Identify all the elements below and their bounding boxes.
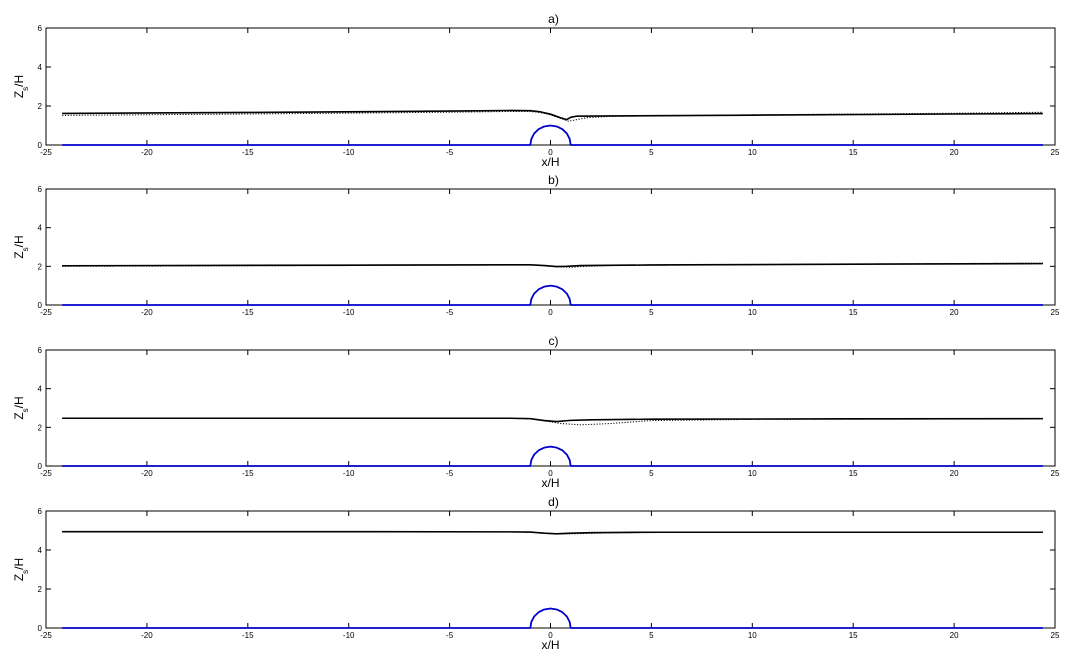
series-line (62, 262, 1043, 268)
x-tick-label: 25 (1051, 469, 1060, 478)
x-tick-label: -5 (446, 469, 454, 478)
x-tick-label: 5 (649, 308, 654, 317)
panel-d: -25 -20 -15 -10 -5 0 5 10 15 20 25 0 2 4 6 d) x/H Zs/H (12, 495, 1060, 652)
series-line (62, 262, 1043, 268)
x-tick-label: 20 (950, 631, 959, 640)
x-tick-label: 10 (748, 308, 757, 317)
x-tick-label: -10 (343, 469, 355, 478)
axes-box (45, 188, 1056, 306)
x-tick-label: -20 (141, 469, 153, 478)
series-line (62, 417, 1043, 423)
series-line (62, 530, 1043, 535)
y-tick-label: 4 (38, 385, 43, 394)
x-tick-label: 15 (849, 148, 858, 157)
x-tick-label: -20 (141, 631, 153, 640)
panel-title: c) (549, 334, 559, 348)
x-tick-label: 0 (548, 148, 553, 157)
axes-box (45, 349, 1056, 467)
y-axis-label: Zs/H (12, 396, 30, 419)
x-tick-label: 15 (849, 631, 858, 640)
y-tick-label: 6 (38, 185, 43, 194)
y-tick-label: 6 (38, 507, 43, 516)
y-tick-label: 2 (38, 423, 43, 432)
x-tick-label: 0 (548, 308, 553, 317)
y-tick-label: 4 (38, 546, 43, 555)
series-line (62, 110, 1043, 122)
x-tick-label: 25 (1051, 631, 1060, 640)
x-tick-label: 5 (649, 631, 654, 640)
x-tick-label: -25 (40, 469, 52, 478)
x-tick-label: 20 (950, 148, 959, 157)
series-line (62, 531, 1043, 535)
series-line (62, 417, 1043, 426)
x-tick-label: -15 (242, 148, 254, 157)
x-tick-label: -25 (40, 308, 52, 317)
x-axis-label: x/H (542, 155, 560, 169)
x-tick-label: 15 (849, 469, 858, 478)
x-tick-label: -5 (446, 148, 454, 157)
y-axis-label: Zs/H (12, 75, 30, 98)
x-tick-label: -20 (141, 308, 153, 317)
y-tick-label: 0 (38, 301, 43, 310)
panel-c: -25 -20 -15 -10 -5 0 5 10 15 20 25 0 2 4 6 c) x/H Zs/H (12, 334, 1060, 490)
y-tick-label: 4 (38, 63, 43, 72)
x-tick-label: 0 (548, 631, 553, 640)
y-tick-label: 6 (38, 346, 43, 355)
x-tick-label: 0 (548, 469, 553, 478)
x-tick-label: -15 (242, 469, 254, 478)
x-tick-label: -20 (141, 148, 153, 157)
x-tick-label: 5 (649, 148, 654, 157)
series-line (62, 445, 1043, 467)
panel-a: -25 -20 -15 -10 -5 0 5 10 15 20 25 0 2 4 6 a) x/H Zs/H (12, 12, 1060, 169)
y-tick-label: 6 (38, 24, 43, 33)
x-tick-label: 20 (950, 469, 959, 478)
y-tick-label: 2 (38, 102, 43, 111)
series-line (62, 284, 1043, 306)
y-tick-label: 0 (38, 462, 43, 471)
panel-title: b) (548, 173, 559, 187)
x-tick-label: 25 (1051, 148, 1060, 157)
x-tick-label: 5 (649, 469, 654, 478)
y-tick-label: 4 (38, 224, 43, 233)
axes-box (45, 510, 1056, 629)
x-tick-label: -10 (343, 308, 355, 317)
x-tick-label: -25 (40, 631, 52, 640)
x-tick-label: -5 (446, 631, 454, 640)
y-tick-label: 2 (38, 262, 43, 271)
x-tick-label: -10 (343, 148, 355, 157)
series-line (62, 124, 1043, 146)
y-tick-label: 0 (38, 624, 43, 633)
panel-title: d) (548, 495, 559, 509)
panel-b: -25 -20 -15 -10 -5 0 5 10 15 20 25 0 2 4 6 b) Zs/H (12, 173, 1060, 317)
y-tick-label: 2 (38, 585, 43, 594)
x-tick-label: 25 (1051, 308, 1060, 317)
x-axis-label: x/H (542, 638, 560, 652)
y-axis-label: Zs/H (12, 235, 30, 258)
x-axis-label: x/H (542, 476, 560, 490)
axes-box (45, 27, 1056, 146)
y-tick-label: 0 (38, 141, 43, 150)
x-tick-label: -10 (343, 631, 355, 640)
x-tick-label: 15 (849, 308, 858, 317)
x-tick-label: -5 (446, 308, 454, 317)
x-tick-label: 10 (748, 631, 757, 640)
y-axis-label: Zs/H (12, 558, 30, 581)
x-tick-label: 10 (748, 148, 757, 157)
x-tick-label: 20 (950, 308, 959, 317)
x-tick-label: -15 (242, 631, 254, 640)
x-tick-label: 10 (748, 469, 757, 478)
x-tick-label: -15 (242, 308, 254, 317)
x-tick-label: -25 (40, 148, 52, 157)
series-line (62, 607, 1043, 629)
panel-title: a) (548, 12, 559, 26)
